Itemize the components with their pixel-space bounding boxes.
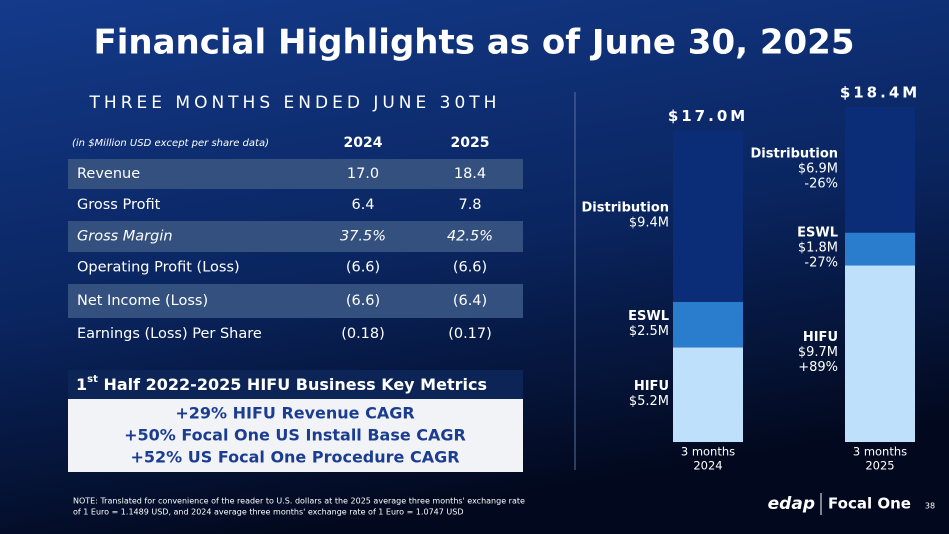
bar-segment (845, 107, 915, 233)
table-row-band (68, 159, 523, 189)
cell: (6.6) (346, 293, 380, 309)
heading-rest: Half 2022-2025 HIFU Business Key Metrics (98, 375, 487, 394)
segment-value: $1.8M (798, 241, 838, 256)
segment-change: +89% (798, 360, 838, 375)
heading-num: 1 (76, 375, 87, 394)
cell: 37.5% (340, 229, 386, 245)
logo-left: edap (768, 494, 815, 514)
bar-segment (845, 265, 915, 442)
cell: (6.6) (346, 260, 380, 276)
row-label: Net Income (Loss) (77, 293, 208, 309)
row-label: Gross Profit (77, 197, 161, 213)
row-label: Gross Margin (77, 229, 173, 245)
segment-name: Distribution (751, 146, 838, 161)
cell: (6.6) (453, 260, 487, 276)
table-header-year: 2024 (344, 135, 383, 151)
table-row-band (68, 221, 523, 252)
segment-name: Distribution (582, 201, 669, 216)
metric-item: +29% HIFU Revenue CAGR (175, 404, 414, 423)
segment-name: ESWL (797, 226, 838, 241)
row-label: Earnings (Loss) Per Share (77, 326, 262, 342)
segment-value: $2.5M (629, 324, 669, 339)
row-label: Operating Profit (Loss) (77, 260, 240, 276)
segment-change: -27% (804, 256, 838, 271)
cell: 7.8 (458, 197, 481, 213)
x-period: 3 months (853, 445, 907, 459)
metrics-heading: 1st Half 2022-2025 HIFU Business Key Met… (76, 374, 487, 394)
title: Financial Highlights as of June 30, 2025 (94, 23, 855, 63)
note-line: NOTE: Translated for convenience of the … (73, 497, 525, 506)
table-header-note: (in $Million USD except per share data) (72, 138, 269, 149)
bar-total: $18.4M (840, 84, 920, 102)
x-period: 3 months (681, 445, 735, 459)
row-label: Revenue (77, 166, 140, 182)
bar-segment (845, 232, 915, 266)
cell: (0.17) (448, 326, 492, 342)
x-tick-label: 2025 (865, 459, 894, 473)
segment-value: $9.4M (629, 216, 669, 231)
bar-segment (673, 130, 743, 302)
cell: (0.18) (341, 326, 385, 342)
page-number: 38 (925, 502, 935, 511)
note-line: of 1 Euro = 1.1489 USD, and 2024 average… (73, 508, 463, 517)
segment-value: $6.9M (798, 161, 838, 176)
table-row-band (68, 284, 523, 318)
segment-value: $5.2M (629, 394, 669, 409)
cell: 17.0 (347, 166, 379, 182)
segment-name: ESWL (628, 309, 669, 324)
metrics-box (68, 399, 523, 472)
table-header-year: 2025 (451, 135, 490, 151)
bar-segment (673, 347, 743, 442)
heading-sup: st (87, 374, 98, 385)
metric-item: +52% US Focal One Procedure CAGR (130, 448, 459, 467)
bar-total: $17.0M (668, 107, 748, 125)
table-caption: THREE MONTHS ENDED JUNE 30TH (89, 93, 501, 113)
metric-item: +50% Focal One US Install Base CAGR (124, 426, 466, 445)
segment-change: -26% (804, 176, 838, 191)
cell: (6.4) (453, 293, 487, 309)
cell: 6.4 (351, 197, 374, 213)
bar-segment (673, 301, 743, 348)
segment-name: HIFU (634, 379, 669, 394)
x-tick-label: 2024 (693, 459, 722, 473)
metrics-heading-bar (68, 370, 523, 399)
segment-value: $9.7M (798, 345, 838, 360)
cell: 18.4 (454, 166, 486, 182)
segment-name: HIFU (803, 330, 838, 345)
cell: 42.5% (447, 229, 493, 245)
logo-right: Focal One (828, 495, 911, 513)
